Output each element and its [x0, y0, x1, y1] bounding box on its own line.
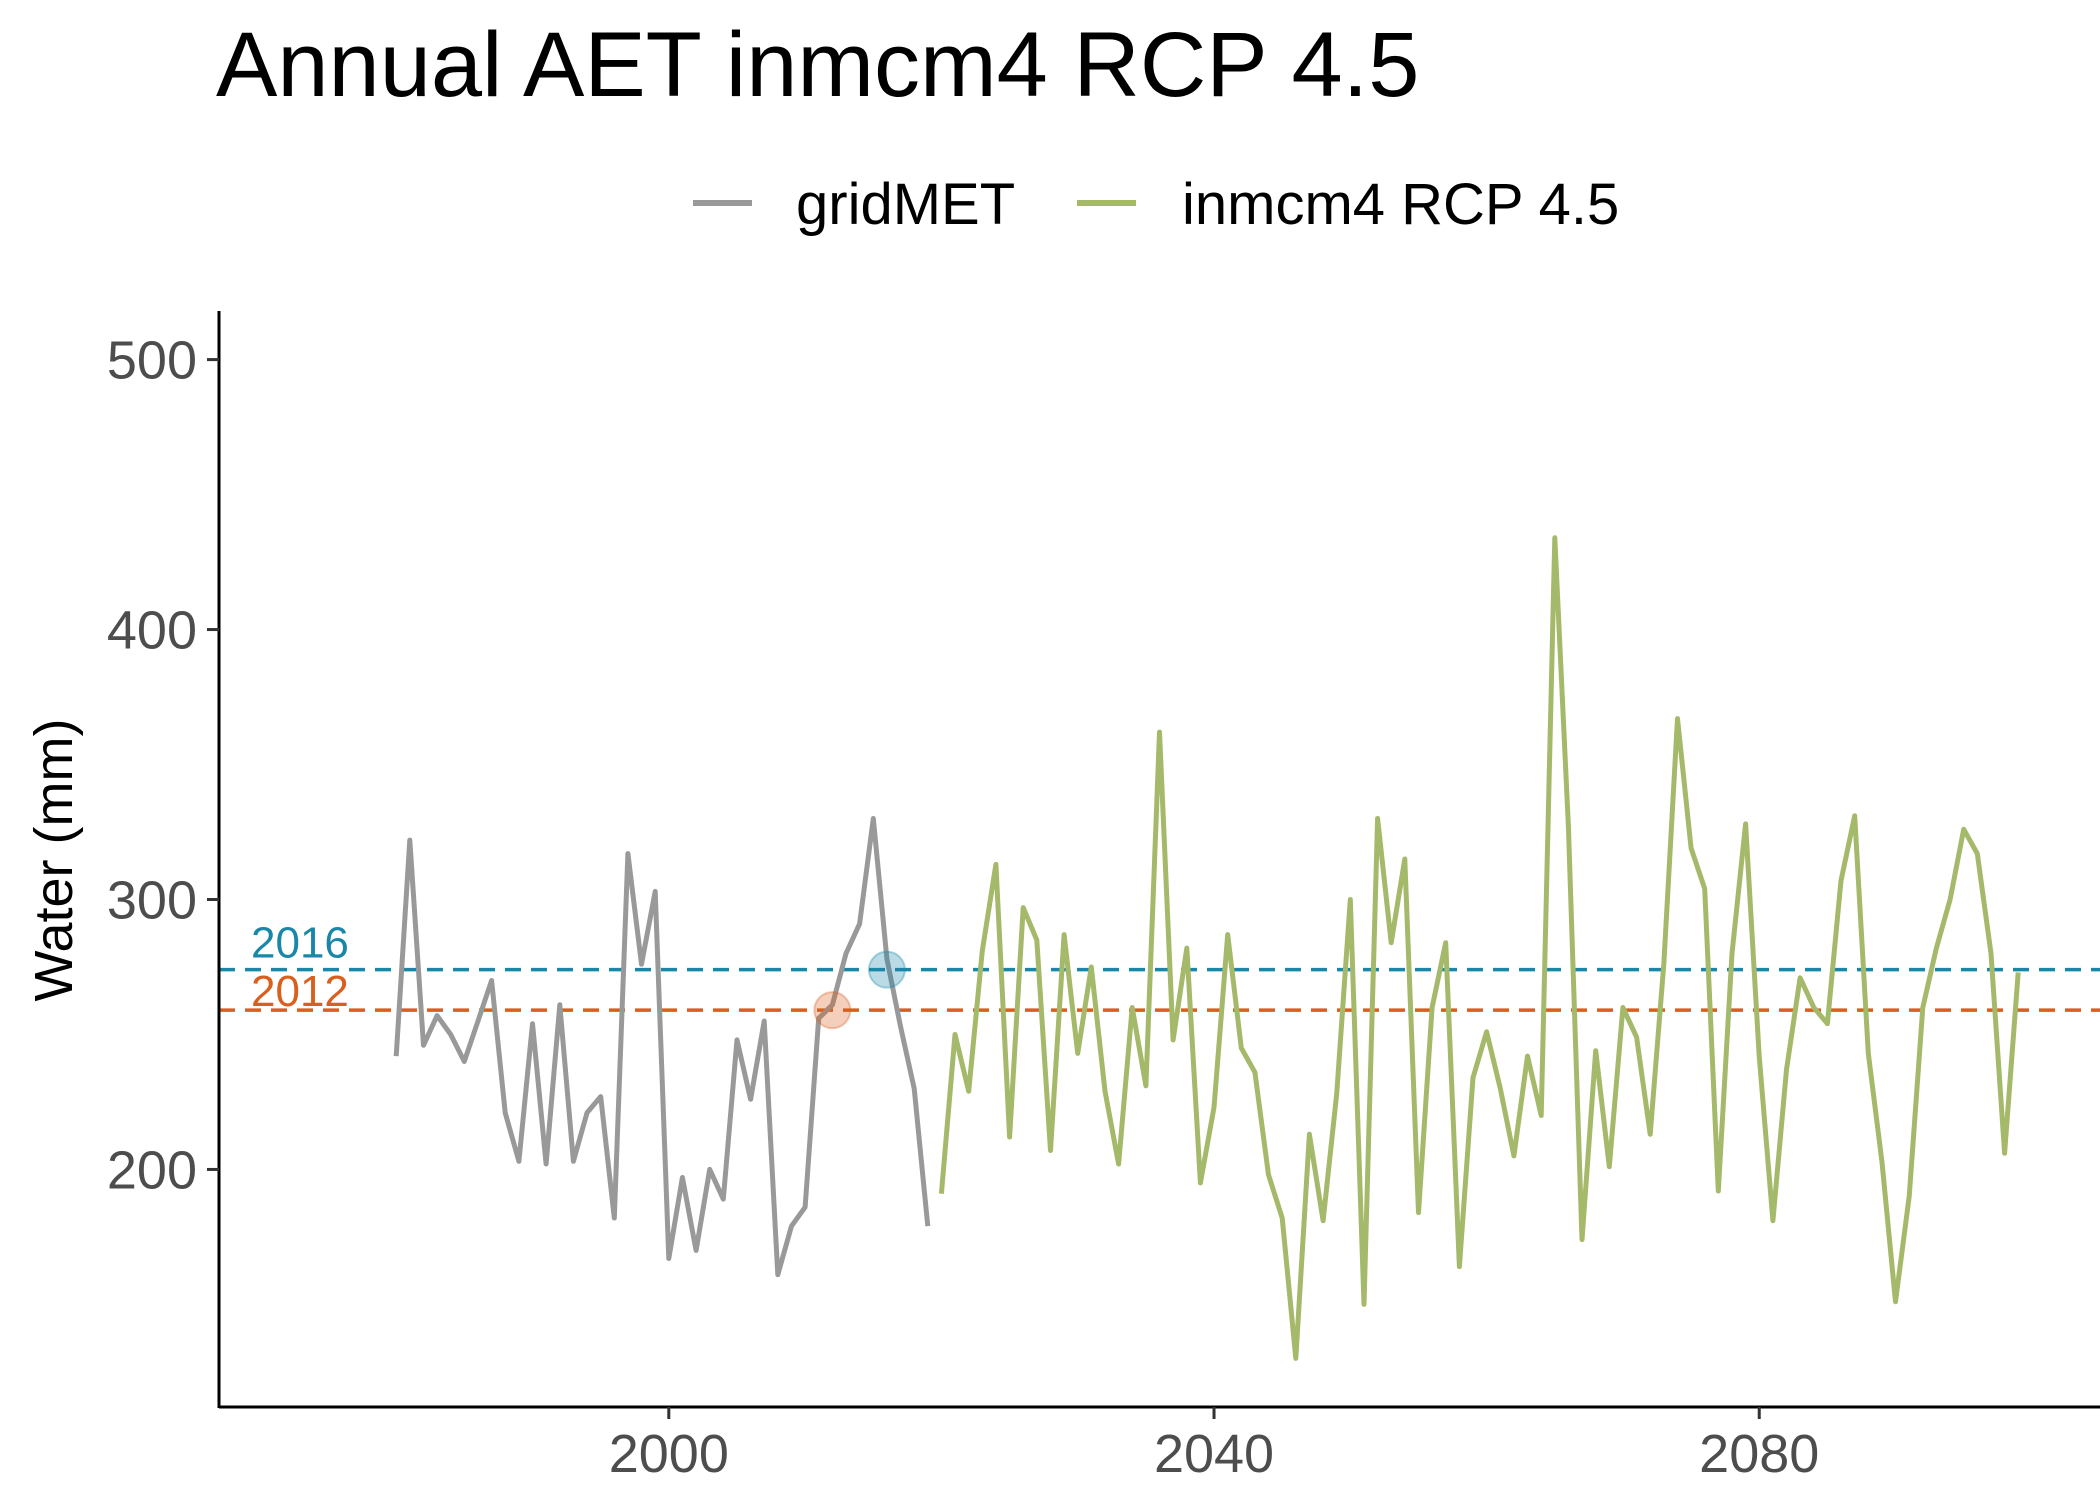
- y-axis-label: Water (mm): [24, 719, 84, 1002]
- highlight-point-2012: [813, 991, 852, 1030]
- chart-title: Annual AET inmcm4 RCP 4.5: [216, 14, 1419, 116]
- y-tick-label: 300: [107, 870, 197, 930]
- y-tick-label: 500: [107, 331, 197, 391]
- series-line-inmcm4: [938, 535, 2021, 1361]
- x-tick-label: 2040: [1154, 1424, 1274, 1484]
- legend: gridMET inmcm4 RCP 4.5: [693, 172, 1619, 237]
- x-tick-label: 2080: [1699, 1424, 1819, 1484]
- series-line-gridmet: [393, 816, 931, 1278]
- y-tick-label: 400: [107, 601, 197, 661]
- highlight-point-2016: [867, 950, 906, 989]
- x-axis-ticks: 2000 2040 2080: [609, 1407, 1819, 1484]
- y-axis-ticks: 200 300 400 500: [107, 331, 219, 1200]
- reference-label-2016: 2016: [251, 919, 349, 968]
- reference-label-2012: 2012: [251, 967, 349, 1016]
- legend-label-inmcm4: inmcm4 RCP 4.5: [1182, 172, 1619, 237]
- legend-label-gridmet: gridMET: [796, 172, 1015, 237]
- y-tick-label: 200: [107, 1140, 197, 1200]
- x-tick-label: 2000: [609, 1424, 729, 1484]
